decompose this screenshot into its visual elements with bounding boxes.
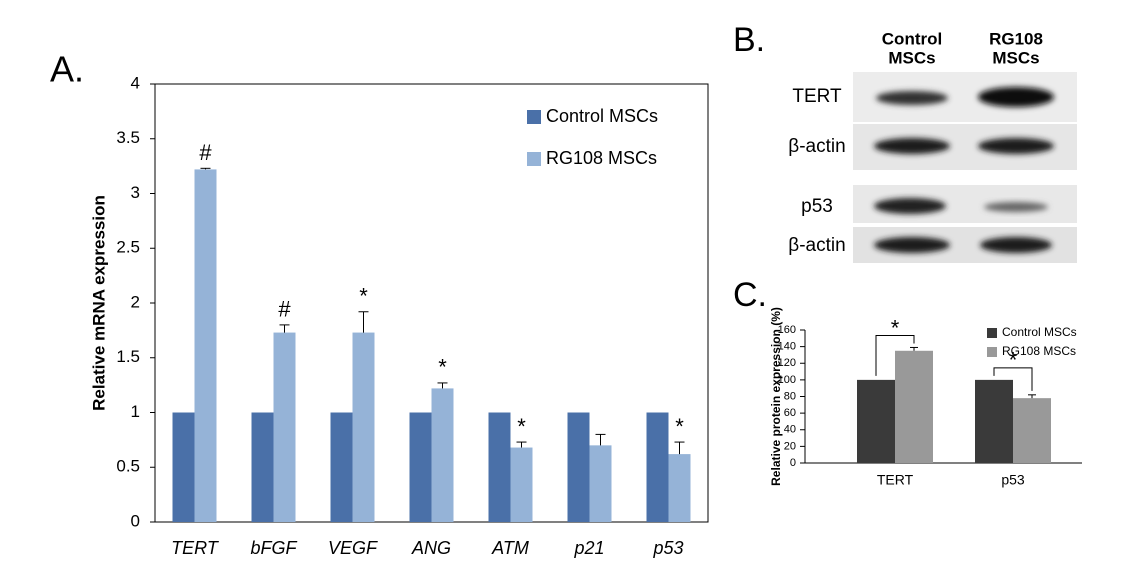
y-axis-label: Relative mRNA expression	[89, 195, 108, 411]
y-tick-label: 100	[778, 374, 796, 386]
y-tick-label: 80	[784, 390, 796, 402]
error-bar	[910, 346, 918, 351]
significance-marker: *	[438, 355, 447, 380]
bar	[510, 447, 533, 522]
legend-swatch	[987, 328, 997, 338]
y-tick-label: 0	[790, 457, 796, 469]
x-tick-label: p53	[1001, 472, 1025, 488]
column-header: MSCs	[888, 48, 935, 67]
y-tick-label: 160	[778, 324, 796, 336]
significance-marker: #	[278, 297, 291, 322]
error-bar	[358, 311, 369, 333]
bar	[895, 350, 933, 463]
legend-label: Control MSCs	[1002, 325, 1077, 339]
y-tick-label: 2.5	[116, 238, 140, 257]
x-tick-label: TERT	[877, 472, 914, 488]
y-tick-label: 3	[131, 183, 140, 202]
y-axis-label: Relative protein expression (%)	[769, 307, 783, 486]
x-tick-label: VEGF	[328, 538, 378, 558]
bar	[251, 412, 274, 522]
legend-label: Control MSCs	[546, 106, 658, 126]
legend-swatch	[527, 110, 541, 124]
y-tick-label: 1.5	[116, 347, 140, 366]
error-bar	[516, 441, 527, 448]
panel-label: C.	[733, 276, 767, 314]
y-tick-label: 4	[131, 73, 140, 92]
y-tick-label: 0	[131, 511, 140, 530]
bar	[273, 332, 296, 522]
bar	[431, 388, 454, 522]
bar	[975, 379, 1013, 463]
significance-marker: *	[359, 284, 368, 309]
error-bar	[1028, 394, 1036, 399]
bar	[1013, 398, 1051, 463]
y-tick-label: 140	[778, 341, 796, 353]
column-header: RG108	[989, 29, 1043, 48]
legend-label: RG108 MSCs	[546, 148, 657, 168]
legend-label: RG108 MSCs	[1002, 344, 1076, 358]
y-tick-label: 40	[784, 424, 796, 436]
error-bar	[674, 441, 685, 455]
x-tick-label: ANG	[411, 538, 451, 558]
significance-marker: *	[1009, 348, 1018, 373]
panel-label: A.	[50, 49, 84, 90]
legend-swatch	[987, 347, 997, 357]
panel-label: B.	[733, 21, 765, 59]
x-tick-label: p21	[573, 538, 604, 558]
column-header: MSCs	[992, 48, 1039, 67]
legend-swatch	[527, 152, 541, 166]
bar	[194, 169, 217, 522]
significance-bracket	[875, 334, 915, 376]
x-tick-label: bFGF	[250, 538, 297, 558]
row-label: β-actin	[788, 136, 845, 157]
error-bar	[279, 324, 290, 333]
error-bar	[437, 382, 448, 389]
y-tick-label: 2	[131, 292, 140, 311]
significance-bracket	[993, 367, 1033, 391]
bar	[488, 412, 511, 522]
significance-marker: *	[675, 414, 684, 439]
y-tick-label: 1	[131, 402, 140, 421]
significance-marker: *	[891, 315, 900, 340]
blot-image	[853, 72, 1077, 263]
bar	[646, 412, 669, 522]
y-tick-label: 60	[784, 407, 796, 419]
y-tick-label: 120	[778, 357, 796, 369]
bar	[668, 454, 691, 522]
bar	[567, 412, 590, 522]
significance-marker: #	[199, 140, 212, 165]
x-tick-label: p53	[652, 538, 683, 558]
row-label: p53	[801, 196, 833, 217]
bar	[589, 445, 612, 522]
bar	[857, 379, 895, 463]
y-tick-label: 3.5	[116, 128, 140, 147]
y-tick-label: 20	[784, 440, 796, 452]
bar	[172, 412, 195, 522]
x-tick-label: TERT	[171, 538, 220, 558]
bar	[409, 412, 432, 522]
row-label: TERT	[792, 86, 842, 107]
column-header: Control	[882, 29, 942, 48]
significance-marker: *	[517, 414, 526, 439]
bar	[330, 412, 353, 522]
error-bar	[200, 167, 211, 170]
x-tick-label: ATM	[491, 538, 529, 558]
bar	[352, 332, 375, 522]
y-tick-label: 0.5	[116, 457, 140, 476]
row-label: β-actin	[788, 235, 845, 256]
error-bar	[595, 433, 606, 446]
